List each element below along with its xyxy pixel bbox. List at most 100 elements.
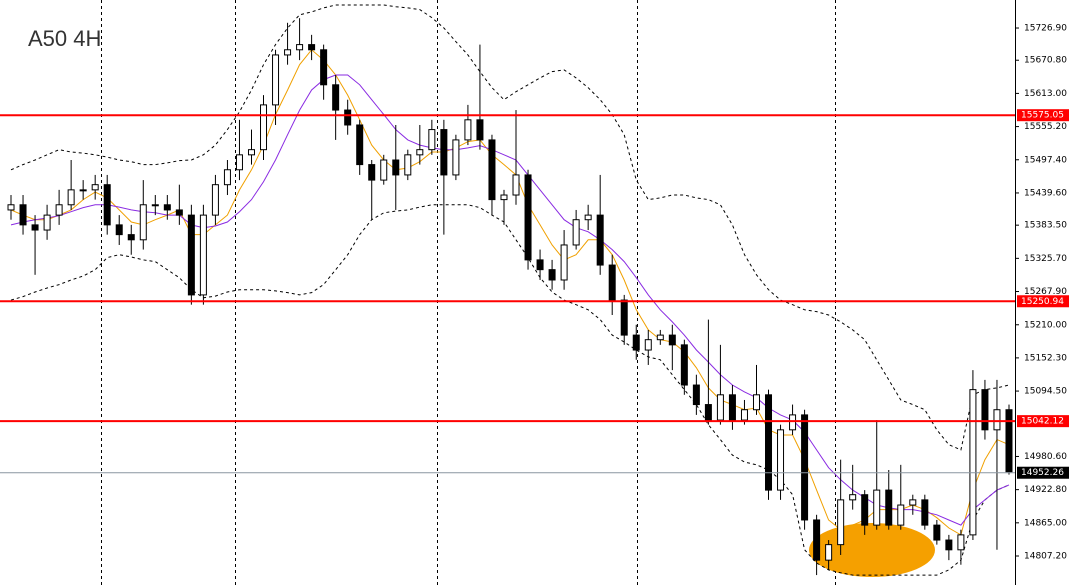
candle-body xyxy=(211,184,219,216)
candle-body xyxy=(668,334,676,346)
candle-body xyxy=(945,539,953,551)
candle-body xyxy=(909,499,917,506)
candle-body xyxy=(548,269,556,281)
candle-body xyxy=(716,394,724,421)
candle-body xyxy=(632,334,640,351)
candle-body xyxy=(115,224,123,236)
candle-body xyxy=(320,49,328,86)
chart-title: A50 4H xyxy=(28,26,101,51)
candle-body xyxy=(500,194,508,201)
candle-body xyxy=(740,409,748,421)
candle-body xyxy=(789,414,797,431)
candle-body xyxy=(524,174,532,261)
candle-body xyxy=(656,334,664,341)
candle-body xyxy=(272,54,280,106)
candle-body xyxy=(897,504,905,526)
level-label: 15042.12 xyxy=(1021,417,1064,427)
candle-body xyxy=(560,244,568,281)
candle-body xyxy=(31,224,39,231)
candle-body xyxy=(921,499,929,526)
candle-body xyxy=(813,519,821,561)
y-tick-label: 14980.60 xyxy=(1024,452,1067,462)
candle-body xyxy=(849,494,857,501)
candle-body xyxy=(704,404,712,421)
candle-body xyxy=(332,84,340,111)
candle-body xyxy=(885,489,893,526)
candle-body xyxy=(296,44,304,51)
candle-body xyxy=(476,119,484,141)
candle-body xyxy=(933,524,941,541)
y-tick-label: 15383.50 xyxy=(1024,221,1067,231)
y-tick-label: 15094.50 xyxy=(1024,387,1067,397)
level-label-box xyxy=(1017,295,1069,308)
candle-body xyxy=(7,204,15,211)
candle-body xyxy=(151,204,159,207)
level-label-box xyxy=(1017,415,1069,428)
candle-body xyxy=(223,169,231,186)
y-tick-label: 15210.00 xyxy=(1024,320,1067,330)
candle-body xyxy=(284,49,292,56)
level-label: 14952.26 xyxy=(1021,468,1064,478)
y-tick-label: 15325.70 xyxy=(1024,254,1067,264)
candle-body xyxy=(356,124,364,166)
candle-body xyxy=(752,394,760,411)
candle-body xyxy=(728,394,736,421)
y-tick-label: 14807.20 xyxy=(1024,552,1067,562)
candle-body xyxy=(464,119,472,141)
candle-body xyxy=(536,259,544,271)
candle-body xyxy=(512,174,520,196)
y-tick-label: 15726.90 xyxy=(1024,24,1067,34)
candle-body xyxy=(572,219,580,246)
candle-body xyxy=(452,139,460,176)
candle-body xyxy=(139,204,147,241)
candle-body xyxy=(344,109,352,126)
candle-body xyxy=(404,154,412,176)
y-tick-label: 15613.00 xyxy=(1024,89,1067,99)
candle-body xyxy=(837,499,845,546)
candle-body xyxy=(861,494,869,526)
candle-body xyxy=(440,129,448,176)
candle-body xyxy=(801,414,809,521)
candle-body xyxy=(416,149,424,156)
y-tick-label: 15555.20 xyxy=(1024,122,1067,132)
candle-body xyxy=(308,44,316,51)
level-label: 15250.94 xyxy=(1021,297,1064,307)
candle-body xyxy=(368,164,376,181)
candle-body xyxy=(825,544,833,561)
candle-body xyxy=(584,214,592,221)
candle-body xyxy=(175,209,183,216)
candle-body xyxy=(873,489,881,526)
candle-body xyxy=(103,184,111,226)
candle-body xyxy=(765,394,773,491)
band-line xyxy=(10,4,1010,451)
y-tick-label: 15670.80 xyxy=(1024,56,1067,66)
candle-body xyxy=(91,184,99,191)
candle-body xyxy=(608,264,616,301)
y-tick-label: 15152.30 xyxy=(1024,353,1067,363)
y-tick-label: 15439.60 xyxy=(1024,188,1067,198)
period-separators xyxy=(101,0,836,585)
candle-body xyxy=(79,189,87,192)
candle-body xyxy=(644,339,652,351)
candle-body xyxy=(67,189,75,206)
candle-body xyxy=(380,159,388,181)
candle-body xyxy=(392,159,400,176)
candle-body xyxy=(596,214,604,266)
level-label: 15575.05 xyxy=(1021,111,1064,121)
candle-body xyxy=(777,429,785,491)
candle-body xyxy=(981,389,989,431)
candle-body xyxy=(187,214,195,296)
band-line xyxy=(10,204,1010,576)
candle-body xyxy=(993,409,1001,431)
candle-body xyxy=(488,139,496,201)
y-tick-label: 15267.90 xyxy=(1024,287,1067,297)
candle-body xyxy=(969,389,977,536)
candle-body xyxy=(680,344,688,386)
candle-body xyxy=(620,299,628,336)
candle-body xyxy=(163,204,171,211)
candle-body xyxy=(199,214,207,296)
candle-body xyxy=(260,104,268,151)
candle-body xyxy=(1005,409,1013,473)
